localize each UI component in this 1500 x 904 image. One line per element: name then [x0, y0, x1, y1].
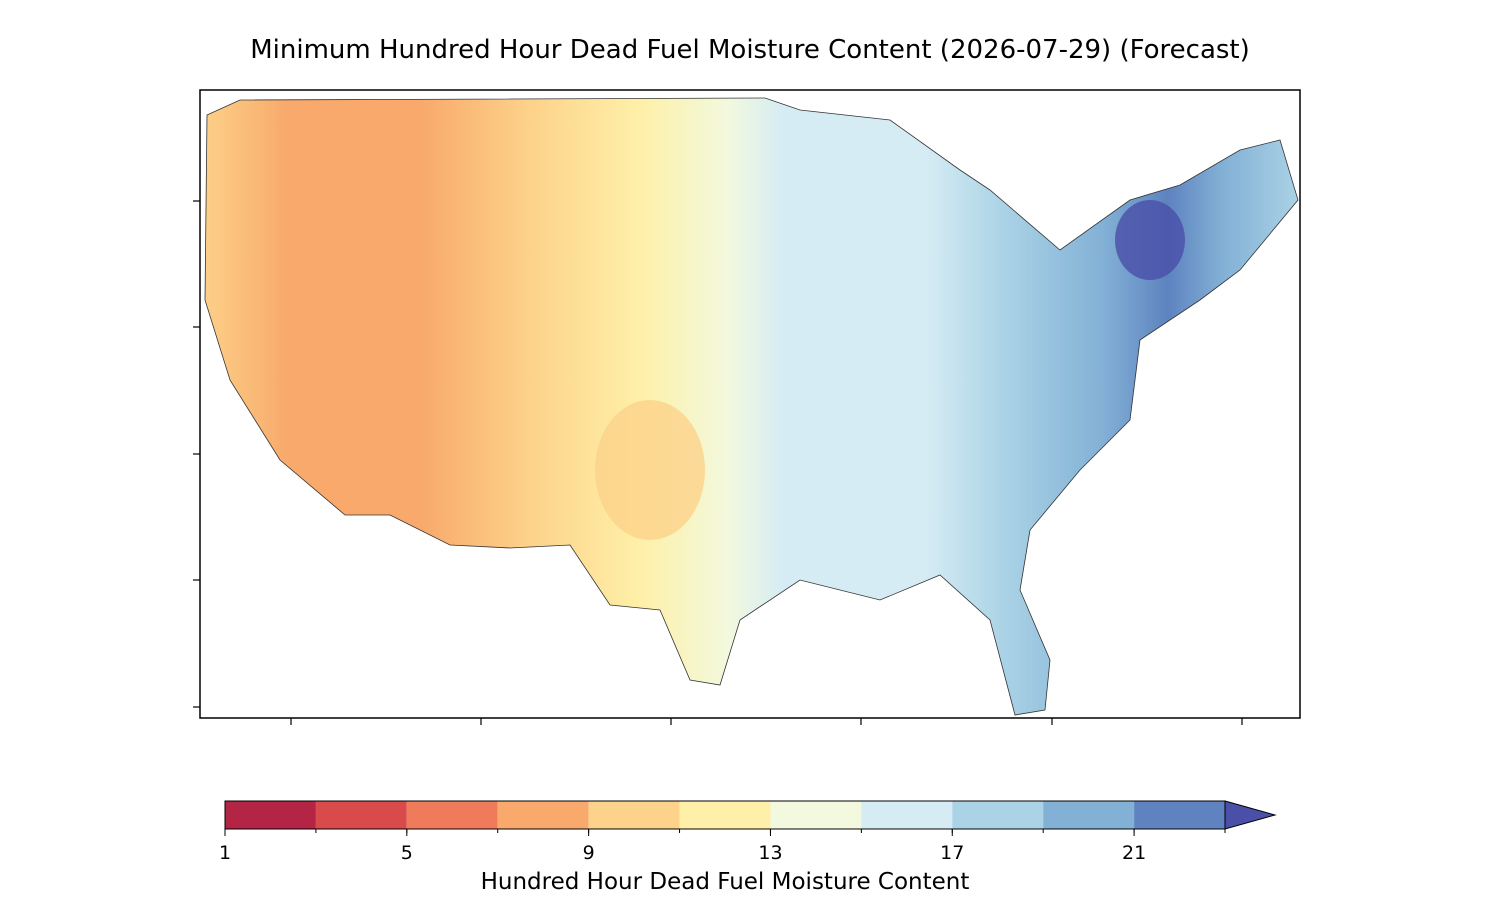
colorbar-bin — [679, 801, 771, 829]
colorbar: 1 5 9 13 17 21 — [219, 800, 1277, 864]
colorbar-bin — [1134, 801, 1225, 829]
colorbar-bin — [861, 801, 953, 829]
colorbar-tick-label: 21 — [1122, 842, 1146, 864]
colorbar-label: Hundred Hour Dead Fuel Moisture Content — [481, 869, 970, 895]
colorbar-tick-label: 9 — [583, 842, 595, 864]
colorbar-bin — [952, 801, 1044, 829]
colorbar-extension — [1224, 800, 1277, 830]
country-outline — [204, 97, 1299, 716]
dry-area — [325, 250, 415, 430]
map — [193, 89, 1301, 725]
colorbar-tick-label: 17 — [940, 842, 964, 864]
colorbar-tick-label: 5 — [401, 842, 413, 864]
map-frame — [199, 89, 1301, 719]
colorbar-bin — [497, 801, 589, 829]
colorbar-tick-label: 1 — [219, 842, 231, 864]
colorbar-bin — [1043, 801, 1135, 829]
map-title: Minimum Hundred Hour Dead Fuel Moisture … — [250, 35, 1250, 65]
colorbar-bin — [770, 801, 862, 829]
axis-ticks — [193, 200, 1243, 725]
colorbar-frame — [224, 800, 1226, 830]
wet-area — [1115, 200, 1185, 280]
colorbar-bin — [588, 801, 680, 829]
colorbar-tick-label: 13 — [758, 842, 782, 864]
dry-area — [595, 400, 705, 540]
colorbar-bin — [225, 801, 316, 829]
colorbar-bin — [406, 801, 498, 829]
colorbar-bin — [315, 801, 407, 829]
